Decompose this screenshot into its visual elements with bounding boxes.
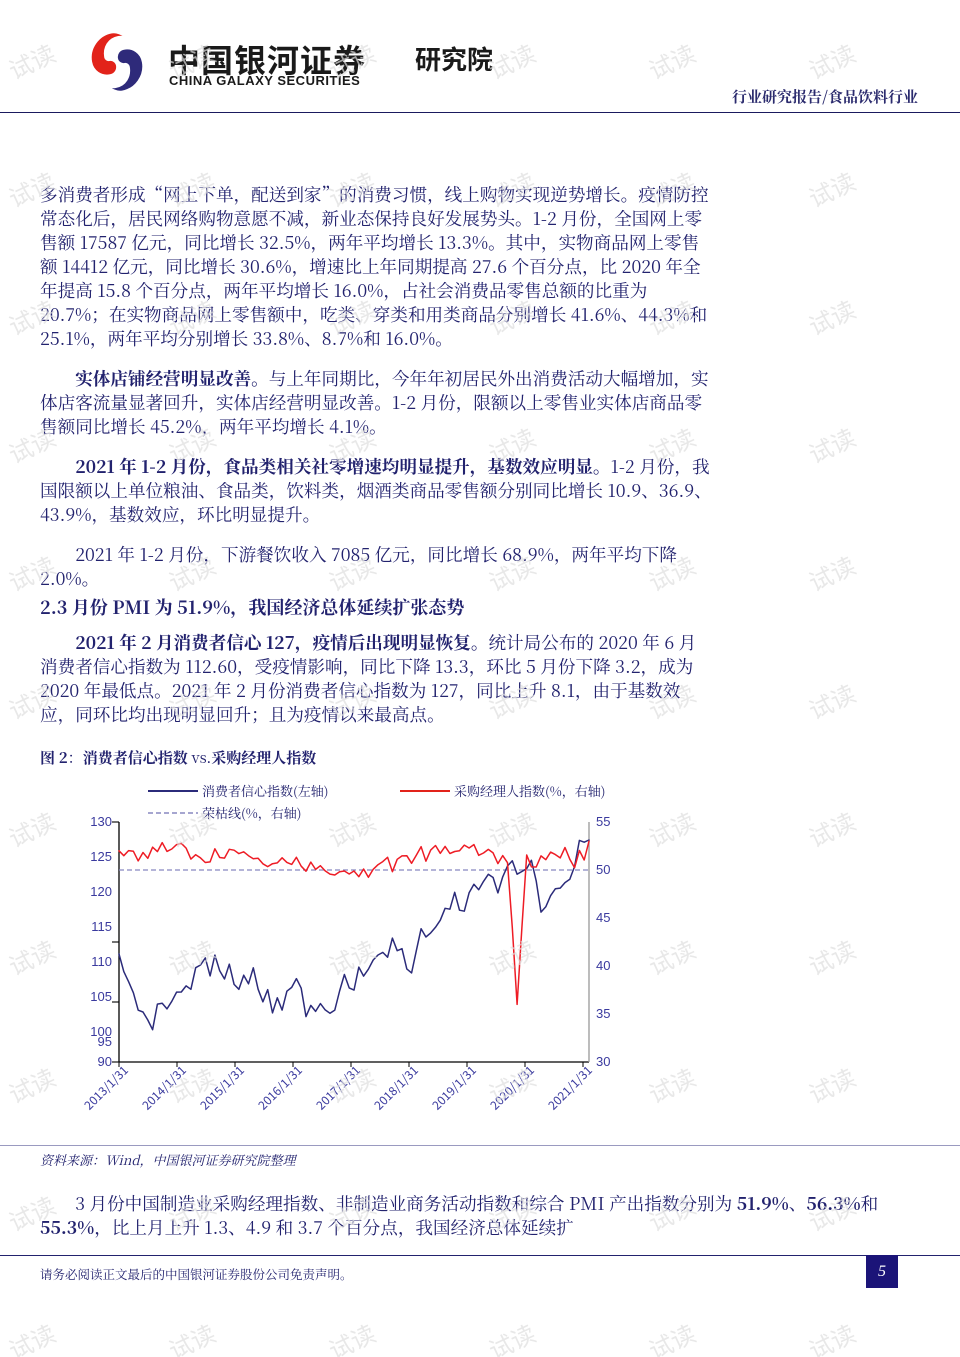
- svg-text:2018/1/31: 2018/1/31: [370, 1062, 422, 1114]
- svg-text:2013/1/31: 2013/1/31: [80, 1062, 132, 1114]
- svg-text:2017/1/31: 2017/1/31: [312, 1062, 364, 1114]
- svg-text:90: 90: [98, 1054, 112, 1069]
- svg-text:2020/1/31: 2020/1/31: [486, 1062, 538, 1114]
- svg-text:95: 95: [98, 1034, 112, 1049]
- svg-text:55: 55: [596, 814, 610, 829]
- svg-text:采购经理人指数(%，右轴): 采购经理人指数(%，右轴): [454, 781, 605, 800]
- svg-text:40: 40: [596, 958, 610, 973]
- svg-text:30: 30: [596, 1054, 610, 1069]
- svg-text:2019/1/31: 2019/1/31: [428, 1062, 480, 1114]
- svg-text:2021/1/31: 2021/1/31: [544, 1062, 596, 1114]
- svg-text:120: 120: [90, 884, 112, 899]
- svg-text:115: 115: [91, 919, 112, 934]
- svg-text:125: 125: [90, 849, 112, 864]
- svg-text:2014/1/31: 2014/1/31: [138, 1062, 190, 1114]
- svg-text:35: 35: [596, 1006, 610, 1021]
- svg-text:50: 50: [596, 862, 610, 877]
- svg-text:消费者信心指数(左轴): 消费者信心指数(左轴): [202, 781, 328, 800]
- svg-text:2016/1/31: 2016/1/31: [254, 1062, 306, 1114]
- svg-text:荣枯线(%，右轴): 荣枯线(%，右轴): [202, 803, 301, 822]
- svg-text:45: 45: [596, 910, 610, 925]
- svg-text:130: 130: [90, 814, 112, 829]
- svg-text:105: 105: [90, 989, 112, 1004]
- svg-text:2015/1/31: 2015/1/31: [196, 1062, 248, 1114]
- svg-text:110: 110: [91, 954, 112, 969]
